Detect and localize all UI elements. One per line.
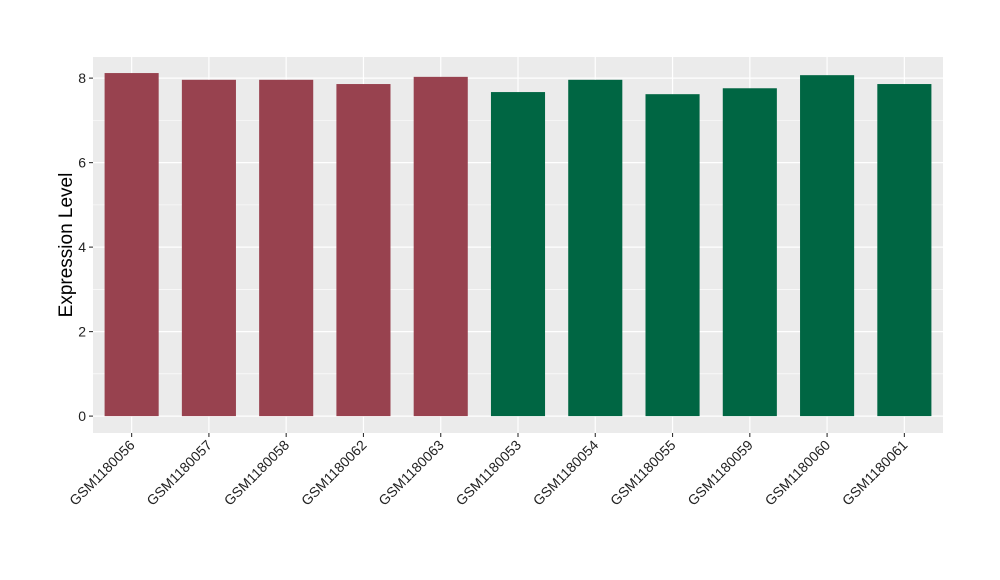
x-tick-label: GSM1180063 [375,437,447,509]
bar-GSM1180056 [104,73,159,417]
y-axis: 0 2 4 6 8 [78,70,93,424]
x-tick-label: GSM1180056 [66,437,138,509]
x-tick-label: GSM1180053 [452,437,524,509]
bar-GSM1180061 [877,84,932,417]
y-tick-label: 0 [78,408,86,424]
x-tick-label: GSM1180055 [607,437,679,509]
y-tick-label: 4 [78,239,86,255]
x-tick-label: GSM1180061 [839,437,911,509]
bar-GSM1180058 [259,79,314,417]
y-tick-label: 6 [78,155,86,171]
bar-GSM1180063 [413,76,468,417]
bar-GSM1180057 [181,79,236,417]
x-tick-label: GSM1180060 [762,437,834,509]
bar-GSM1180055 [645,94,700,417]
x-tick-label: GSM1180057 [143,437,215,509]
bar-GSM1180062 [336,84,391,417]
y-tick-label: 2 [78,324,86,340]
bar-GSM1180060 [800,75,855,417]
x-tick-label: GSM1180054 [530,437,602,509]
y-tick-label: 8 [78,70,86,86]
bar-GSM1180053 [490,92,546,417]
y-axis-title: Expression Level [56,173,77,318]
x-axis: GSM1180056 GSM1180057 GSM1180058 GSM1180062… [66,433,911,508]
bars [104,73,932,417]
x-tick-label: GSM1180058 [221,437,293,509]
x-tick-label: GSM1180062 [298,437,370,509]
x-tick-label: GSM1180059 [684,437,756,509]
bar-GSM1180054 [568,79,623,417]
bar-GSM1180059 [722,88,777,417]
